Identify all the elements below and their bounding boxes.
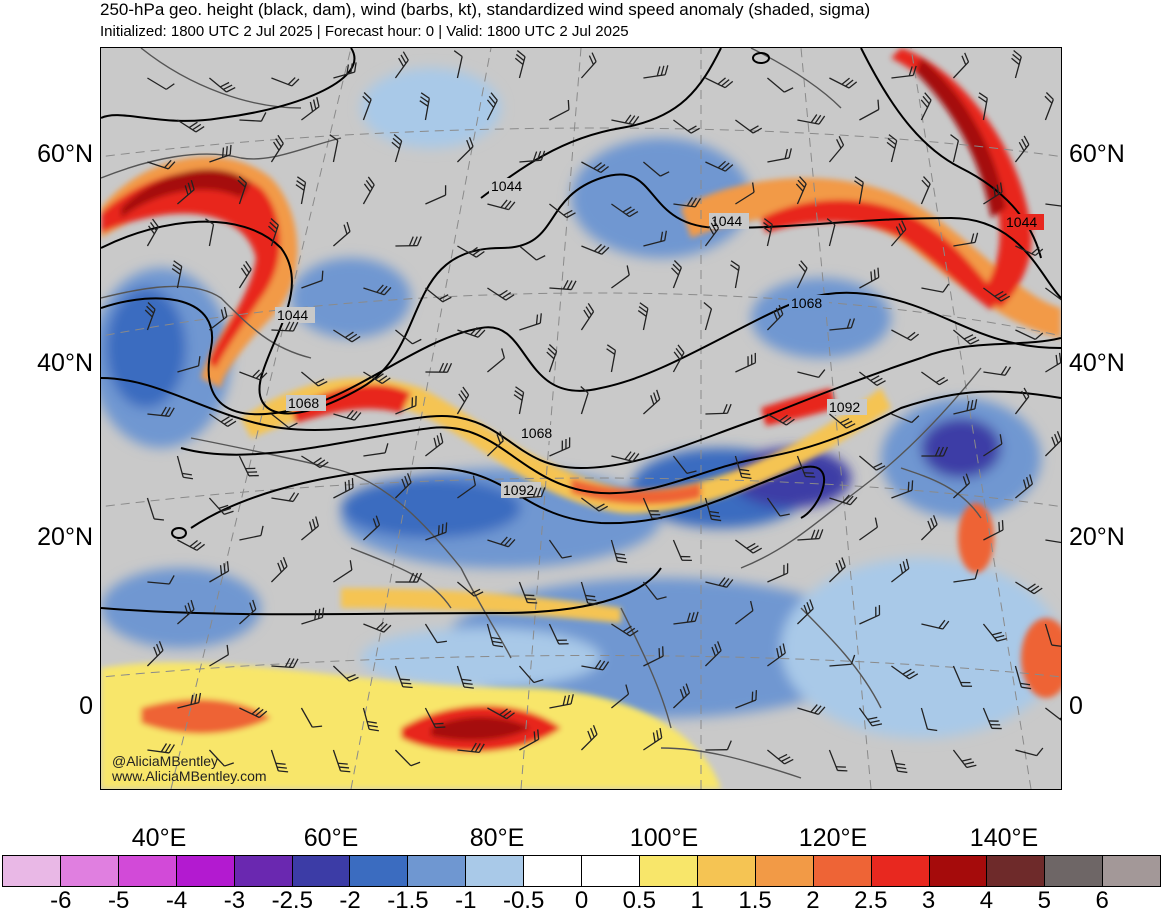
lat-label-left-60n: 60°N [37, 142, 93, 167]
colorbar-tick-label: -4 [166, 887, 187, 915]
lon-label-40e: 40°E [132, 824, 186, 853]
lat-label-left-40n: 40°N [37, 351, 93, 376]
lon-label-80e: 80°E [470, 824, 524, 853]
map-title: 250-hPa geo. height (black, dam), wind (… [100, 0, 870, 20]
colorbar-segment [408, 856, 466, 886]
colorbar-tick-label: -2 [339, 887, 360, 915]
colorbar-tick-label: 1 [691, 887, 704, 915]
colorbar-tick-label: 0.5 [623, 887, 656, 915]
colorbar-segment [756, 856, 814, 886]
colorbar-tick-label: 6 [1095, 887, 1108, 915]
colorbar-tick-label: -1 [455, 887, 476, 915]
colorbar-segment [872, 856, 930, 886]
colorbar-tick-label: 0 [575, 887, 588, 915]
colorbar-tick-label: 2.5 [854, 887, 887, 915]
lat-label-right-eq: 0 [1069, 694, 1083, 719]
lat-label-right-40n: 40°N [1069, 351, 1125, 376]
contour-label-1068-c: 1068 [521, 425, 552, 441]
contour-label-1044-c: 1044 [1006, 214, 1037, 230]
colorbar-segment [293, 856, 351, 886]
contour-label-1092-b: 1092 [503, 482, 534, 498]
colorbar-segment [814, 856, 872, 886]
colorbar-segment [987, 856, 1045, 886]
colorbar-segment [177, 856, 235, 886]
credit-site: www.AliciaMBentley.com [112, 768, 267, 784]
colorbar-tick-label: -1.5 [387, 887, 428, 915]
colorbar-segment [119, 856, 177, 886]
forecast-map: 1044 1044 1044 1044 1068 1068 1068 1092 … [100, 47, 1062, 790]
colorbar-segment [350, 856, 408, 886]
lon-label-140e: 140°E [970, 824, 1038, 853]
colorbar-segment [930, 856, 988, 886]
colorbar-tick-label: 4 [980, 887, 993, 915]
colorbar-ticks: -6 -5 -4 -3 -2.5 -2 -1.5 -1 -0.5 0 0.5 1 1.5 2 2.5 3 4 5 6 [0, 887, 1161, 913]
colorbar-segment [1103, 856, 1160, 886]
lon-label-60e: 60°E [304, 824, 358, 853]
colorbar-tick-label: -5 [108, 887, 129, 915]
credit-handle: @AliciaMBentley [112, 753, 218, 769]
lon-label-120e: 120°E [799, 824, 867, 853]
lon-label-100e: 100°E [630, 824, 698, 853]
colorbar-tick-label: 2 [806, 887, 819, 915]
lat-label-right-60n: 60°N [1069, 142, 1125, 167]
colorbar-tick-label: 5 [1038, 887, 1051, 915]
lat-label-left-20n: 20°N [37, 525, 93, 550]
colorbar-tick-label: -3 [224, 887, 245, 915]
colorbar-tick-label: 1.5 [738, 887, 771, 915]
colorbar-segment [524, 856, 582, 886]
colorbar-tick-label: -0.5 [503, 887, 544, 915]
contour-label-1044-a: 1044 [491, 178, 522, 194]
contour-label-1068-a: 1068 [791, 295, 822, 311]
colorbar-segment [61, 856, 119, 886]
colorbar-tick-label: 3 [922, 887, 935, 915]
lat-label-right-20n: 20°N [1069, 525, 1125, 550]
contour-label-1044-b: 1044 [711, 213, 742, 229]
contour-label-1092-a: 1092 [829, 399, 860, 415]
colorbar-segment [640, 856, 698, 886]
colorbar-segment [235, 856, 293, 886]
colorbar-segment [698, 856, 756, 886]
colorbar-segment [1045, 856, 1103, 886]
colorbar-segment [466, 856, 524, 886]
map-canvas: 1044 1044 1044 1044 1068 1068 1068 1092 … [101, 48, 1061, 789]
contour-label-1068-b: 1068 [288, 395, 319, 411]
contour-label-1044-d: 1044 [277, 307, 308, 323]
map-subtitle: Initialized: 1800 UTC 2 Jul 2025 | Forec… [100, 23, 629, 40]
colorbar [2, 855, 1161, 887]
colorbar-segment [582, 856, 640, 886]
colorbar-segment [3, 856, 61, 886]
colorbar-tick-label: -2.5 [272, 887, 313, 915]
lat-label-left-eq: 0 [79, 694, 93, 719]
colorbar-tick-label: -6 [50, 887, 71, 915]
